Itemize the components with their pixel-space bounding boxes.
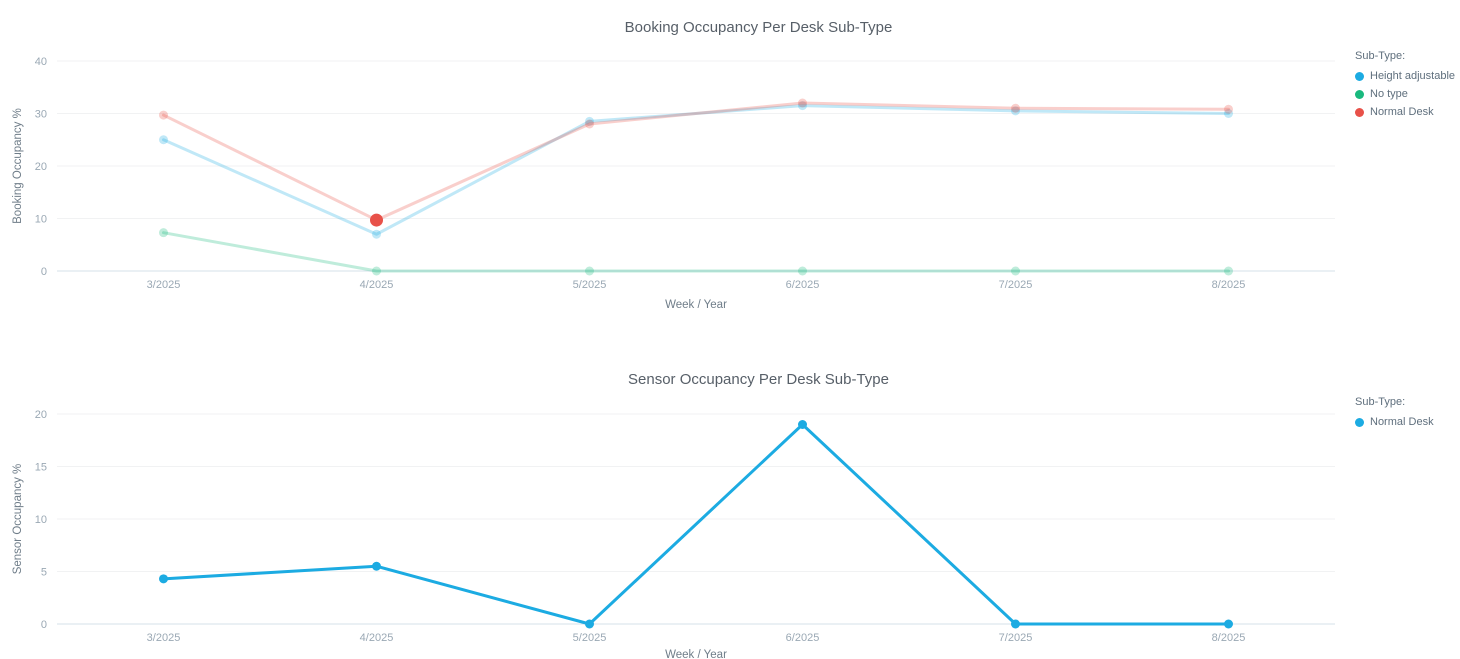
- legend-label: No type: [1370, 88, 1408, 100]
- legend-title: Sub-Type:: [1355, 396, 1406, 408]
- data-point[interactable]: [159, 110, 168, 120]
- legend-dot-icon: [1355, 417, 1364, 427]
- y-tick-label: 0: [41, 619, 47, 631]
- data-point[interactable]: [585, 119, 594, 129]
- legend-dot-icon: [1355, 107, 1364, 117]
- x-tick-label: 8/2025: [1212, 632, 1246, 644]
- data-point[interactable]: [159, 228, 168, 238]
- chart-title: Sensor Occupancy Per Desk Sub-Type: [628, 371, 889, 388]
- highlighted-data-point[interactable]: [370, 213, 383, 227]
- legend-item-normal-desk[interactable]: Normal Desk: [1355, 416, 1434, 428]
- legend-item-normal-desk[interactable]: Normal Desk: [1355, 106, 1455, 118]
- data-point[interactable]: [798, 101, 807, 111]
- sensor-occupancy-chart: Sensor Occupancy Per Desk Sub-Type Senso…: [0, 340, 1460, 659]
- booking-occupancy-chart: Booking Occupancy Per Desk Sub-Type Book…: [0, 0, 1460, 340]
- x-tick-label: 7/2025: [999, 279, 1033, 291]
- x-tick-label: 6/2025: [786, 279, 820, 291]
- legend-dot-icon: [1355, 71, 1364, 81]
- data-point[interactable]: [585, 116, 594, 126]
- legend-items: Normal Desk: [1355, 416, 1434, 428]
- data-point[interactable]: [798, 266, 807, 276]
- x-tick-label: 4/2025: [360, 279, 394, 291]
- y-tick-label: 40: [35, 56, 47, 68]
- legend: Sub-Type: Height adjustable No type Normal…: [1355, 50, 1455, 124]
- data-point[interactable]: [372, 266, 381, 276]
- data-point[interactable]: [585, 619, 594, 629]
- data-point[interactable]: [1011, 619, 1020, 629]
- y-tick-label: 20: [35, 161, 47, 173]
- legend-dot-icon: [1355, 89, 1364, 99]
- x-tick-label: 6/2025: [786, 632, 820, 644]
- data-point[interactable]: [1224, 266, 1233, 276]
- data-point[interactable]: [798, 420, 807, 429]
- data-point[interactable]: [372, 561, 381, 571]
- data-point[interactable]: [1224, 109, 1233, 118]
- data-point[interactable]: [1011, 106, 1020, 116]
- x-tick-label: 7/2025: [999, 632, 1033, 644]
- y-tick-label: 0: [41, 266, 47, 278]
- legend-title: Sub-Type:: [1355, 50, 1406, 62]
- series-line-no-type[interactable]: [162, 231, 1230, 273]
- x-tick-label: 4/2025: [360, 632, 394, 644]
- x-tick-label: 3/2025: [147, 279, 181, 291]
- legend-item-height-adjustable[interactable]: Height adjustable: [1355, 70, 1455, 82]
- x-tick-label: 8/2025: [1212, 279, 1246, 291]
- y-tick-label: 15: [35, 462, 47, 474]
- x-tick-label: 3/2025: [147, 632, 181, 644]
- y-tick-label: 30: [35, 109, 47, 121]
- legend-items: Height adjustable No type Normal Desk: [1355, 70, 1455, 118]
- legend-label: Normal Desk: [1370, 106, 1434, 118]
- data-point[interactable]: [159, 135, 168, 145]
- x-axis-title: Week / Year: [665, 299, 727, 311]
- legend: Sub-Type: Normal Desk: [1355, 396, 1434, 434]
- data-point[interactable]: [1011, 103, 1020, 113]
- x-tick-label: 5/2025: [573, 632, 607, 644]
- chart-title: Booking Occupancy Per Desk Sub-Type: [624, 19, 893, 36]
- data-point[interactable]: [159, 574, 168, 584]
- series-line-normal-desk[interactable]: [162, 423, 1230, 626]
- data-point[interactable]: [1224, 104, 1233, 114]
- data-point[interactable]: [1011, 266, 1020, 276]
- series-line-normal-desk[interactable]: [162, 101, 1230, 222]
- legend-label: Normal Desk: [1370, 416, 1434, 428]
- sensor-chart-plot[interactable]: 0 5 10 15 20 3/2025 4/2025 5/2025 6/2025 7/2025 8/…: [0, 340, 1460, 659]
- data-point[interactable]: [372, 229, 381, 239]
- y-tick-label: 10: [35, 514, 47, 526]
- x-axis-title: Week / Year: [665, 649, 727, 659]
- legend-label: Height adjustable: [1370, 70, 1456, 82]
- y-tick-label: 10: [35, 214, 47, 226]
- data-point[interactable]: [585, 266, 594, 276]
- data-point[interactable]: [1224, 619, 1233, 629]
- booking-chart-plot[interactable]: 0 10 20 30 40 3/2025 4/2025 5/2025 6/2025 7/2025 8…: [0, 0, 1460, 340]
- series-line-height-adjustable[interactable]: [162, 104, 1230, 236]
- y-tick-label: 5: [41, 567, 47, 579]
- y-tick-label: 20: [35, 409, 47, 421]
- legend-item-no-type[interactable]: No type: [1355, 88, 1455, 100]
- x-tick-label: 5/2025: [573, 279, 607, 291]
- data-point[interactable]: [798, 98, 807, 108]
